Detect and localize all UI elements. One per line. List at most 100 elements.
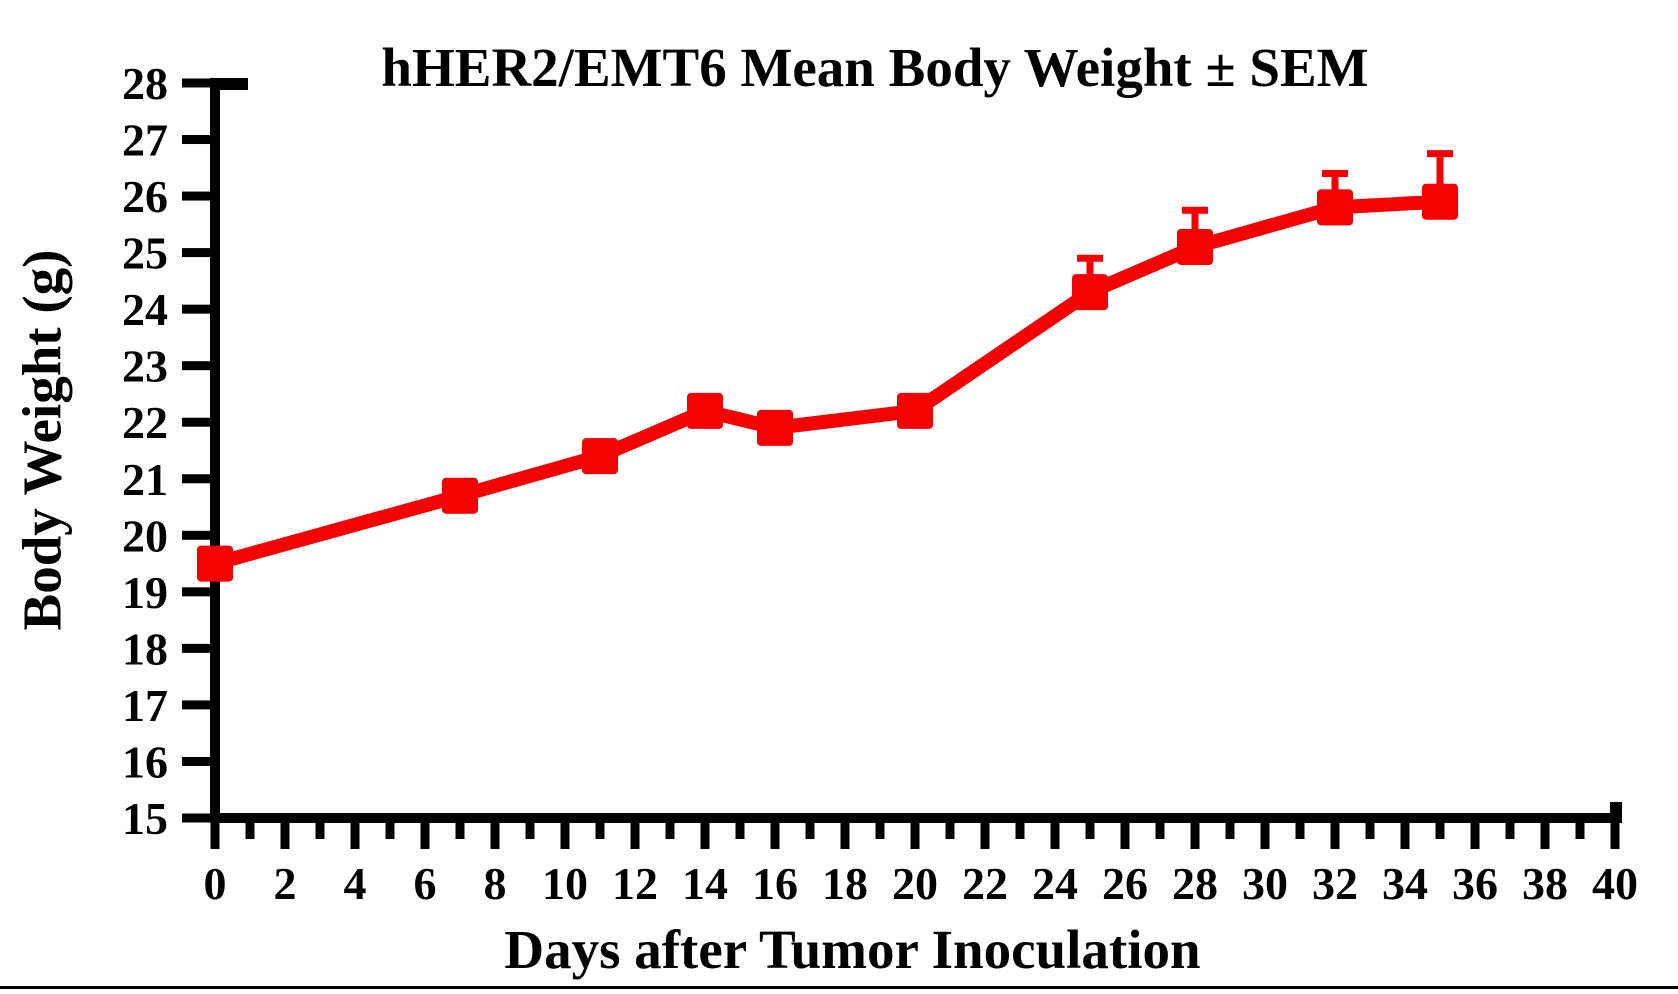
- x-minor-tick: [1225, 823, 1235, 839]
- x-tick-label: 6: [414, 858, 437, 909]
- y-tick-label: 24: [122, 284, 168, 335]
- x-major-tick: [1470, 823, 1480, 849]
- x-tick-label: 36: [1452, 858, 1498, 909]
- x-major-tick: [840, 823, 850, 849]
- x-major-tick: [350, 823, 360, 849]
- data-point-marker: [442, 477, 478, 514]
- data-point-marker: [1317, 189, 1353, 226]
- x-minor-tick: [1155, 823, 1165, 839]
- x-tick-label: 30: [1242, 858, 1288, 909]
- x-major-tick: [1190, 823, 1200, 849]
- x-minor-tick: [245, 823, 255, 839]
- x-tick-label: 38: [1522, 858, 1568, 909]
- x-major-tick: [770, 823, 780, 849]
- y-tick: [182, 700, 210, 710]
- x-major-tick: [560, 823, 570, 849]
- x-tick-label: 22: [962, 858, 1008, 909]
- y-tick: [182, 587, 210, 597]
- data-point-marker: [757, 409, 793, 446]
- y-tick-label: 15: [122, 793, 168, 844]
- y-tick-label: 20: [122, 510, 168, 561]
- y-tick: [182, 304, 210, 314]
- x-minor-tick: [1505, 823, 1515, 839]
- y-tick-label: 23: [122, 341, 168, 392]
- y-tick-label: 28: [122, 58, 168, 109]
- x-tick-label: 8: [484, 858, 507, 909]
- y-tick-label: 18: [122, 623, 168, 674]
- x-tick-label: 18: [822, 858, 868, 909]
- data-point-marker: [687, 392, 723, 429]
- y-axis-line: [210, 77, 220, 824]
- x-minor-tick: [1575, 823, 1585, 839]
- bottom-border-line: [0, 986, 1678, 989]
- x-major-tick: [280, 823, 290, 849]
- y-tick: [182, 248, 210, 258]
- data-point-marker: [1422, 183, 1458, 220]
- y-tick: [182, 191, 210, 201]
- x-minor-tick: [315, 823, 325, 839]
- x-major-tick: [1400, 823, 1410, 849]
- x-minor-tick: [1085, 823, 1095, 839]
- x-minor-tick: [1365, 823, 1375, 839]
- y-tick: [182, 361, 210, 371]
- x-axis-end-cap: [1610, 802, 1622, 816]
- y-tick-label: 25: [122, 228, 168, 279]
- x-tick-label: 20: [892, 858, 938, 909]
- x-minor-tick: [385, 823, 395, 839]
- y-tick-label: 17: [122, 680, 168, 731]
- x-minor-tick: [525, 823, 535, 839]
- x-major-tick: [910, 823, 920, 849]
- y-tick: [182, 417, 210, 427]
- x-major-tick: [490, 823, 500, 849]
- y-tick: [182, 135, 210, 145]
- x-tick-label: 40: [1592, 858, 1638, 909]
- data-point-marker: [897, 392, 933, 429]
- x-major-tick: [630, 823, 640, 849]
- x-tick-label: 10: [542, 858, 588, 909]
- data-point-marker: [582, 438, 618, 475]
- data-point-marker: [1177, 228, 1213, 265]
- x-major-tick: [1260, 823, 1270, 849]
- x-tick-label: 24: [1032, 858, 1078, 909]
- x-major-tick: [210, 823, 220, 849]
- x-major-tick: [1050, 823, 1060, 849]
- x-tick-label: 0: [204, 858, 227, 909]
- x-major-tick: [420, 823, 430, 849]
- x-tick-label: 26: [1102, 858, 1148, 909]
- series-body-weight: [197, 150, 1458, 582]
- series-line: [208, 194, 1447, 571]
- x-major-tick: [700, 823, 710, 849]
- data-point-marker: [1072, 274, 1108, 311]
- x-tick-label: 4: [344, 858, 367, 909]
- y-tick-label: 27: [122, 115, 168, 166]
- x-minor-tick: [1435, 823, 1445, 839]
- y-axis-top-cap: [210, 77, 248, 90]
- y-tick: [182, 474, 210, 484]
- x-tick-label: 28: [1172, 858, 1218, 909]
- y-tick-label: 26: [122, 171, 168, 222]
- x-major-tick: [1540, 823, 1550, 849]
- x-tick-label: 12: [612, 858, 658, 909]
- y-tick-label: 19: [122, 567, 168, 618]
- x-minor-tick: [665, 823, 675, 839]
- x-tick-label: 34: [1382, 858, 1428, 909]
- x-minor-tick: [945, 823, 955, 839]
- x-minor-tick: [595, 823, 605, 839]
- x-minor-tick: [805, 823, 815, 839]
- x-major-tick: [1610, 823, 1620, 849]
- x-minor-tick: [875, 823, 885, 839]
- x-major-tick: [980, 823, 990, 849]
- x-tick-label: 16: [752, 858, 798, 909]
- x-axis-line: [210, 813, 1622, 823]
- x-tick-label: 14: [682, 858, 728, 909]
- x-major-tick: [1330, 823, 1340, 849]
- y-tick: [182, 530, 210, 540]
- x-minor-tick: [735, 823, 745, 839]
- y-tick: [182, 78, 210, 88]
- y-tick: [182, 756, 210, 766]
- chart-title: hHER2/EMT6 Mean Body Weight ± SEM: [381, 37, 1369, 98]
- x-major-tick: [1120, 823, 1130, 849]
